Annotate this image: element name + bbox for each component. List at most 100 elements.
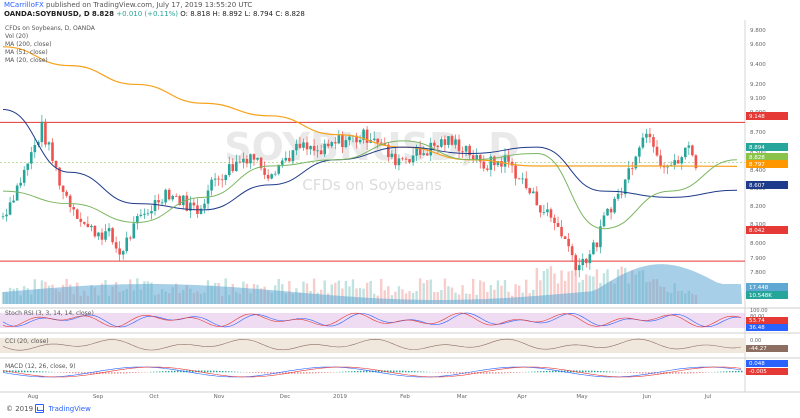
candle-body [270,174,273,179]
macd-histogram-bar [264,372,266,374]
candle-body [83,221,86,224]
macd-histogram-bar [732,371,734,373]
candle-body [266,174,270,179]
macd-histogram-bar [351,371,353,373]
candle-body [521,178,524,180]
macd-histogram-bar [24,370,26,373]
candle-body [581,258,585,266]
cci-label[interactable]: CCI (20, close) [5,338,49,345]
macd-histogram-bar [93,372,95,374]
candle-body [1,216,5,218]
volume-bar [429,279,432,304]
macd-histogram-bar [558,370,560,373]
copyright: © 2019 [6,405,34,413]
macd-histogram-bar [387,370,389,373]
candle-body [164,189,167,203]
candle-body [482,161,486,169]
volume-bar [351,279,355,304]
volume-bar [457,294,461,304]
volume-bar [514,284,517,304]
candle-body [220,179,224,181]
macd-histogram-bar [603,371,605,373]
macd-histogram-bar [453,372,455,374]
price-axis-label: 8.200 [750,204,766,210]
chart-area[interactable]: SOYBNUSD, D CFDs on Soybeans 9.800 9.600 9.4… [0,20,800,400]
macd-tag-label: 0.048 [749,361,765,367]
macd-histogram-bar [729,371,731,373]
volume-bar [489,285,493,304]
candle-body [344,140,348,148]
macd-histogram-bar [36,371,38,373]
macd-histogram-bar [633,372,635,374]
macd-histogram-bar [645,372,647,374]
macd-histogram-bar [66,372,68,373]
macd-histogram-bar [492,372,494,374]
legend-title[interactable]: CFDs on Soybeans, D, OANDA [5,25,95,32]
price-tag-label: 8.894 [749,145,765,151]
time-axis-label: 2019 [333,394,347,400]
time-axis-label: Jun [642,394,652,400]
macd-histogram-bar [228,371,230,373]
macd-tag [746,360,788,367]
candle-body [319,150,323,155]
macd-histogram-bar [33,371,35,373]
candle-body [178,196,182,206]
macd-histogram-bar [597,370,599,373]
volume-bar [440,290,443,304]
macd-histogram-bar [252,372,254,373]
macd-histogram-bar [399,370,401,373]
candle-body [273,173,277,175]
candle-body [486,168,489,170]
macd-histogram-bar [543,371,545,373]
macd-histogram-bar [57,372,59,373]
candle-body [259,157,263,169]
candle-body [461,151,464,153]
candle-body [235,161,238,172]
chart-header: MCarrilloFX published on TradingView.com… [0,0,800,20]
volume-bar [563,280,567,304]
candle-body [464,145,468,152]
macd-label[interactable]: MACD (12, 26, close, 9) [5,363,76,370]
price-axis-label: 9.200 [750,82,766,88]
candle-body [309,145,312,150]
volume-bar [549,266,553,304]
volume-bar [503,279,507,304]
tradingview-brand[interactable]: TradingView [48,405,91,413]
macd-histogram-bar [552,370,554,373]
volume-bar [344,280,348,304]
time-axis-label: Nov [214,394,225,400]
legend-ma20[interactable]: MA (20, close) [5,57,48,64]
volume-bar [415,291,418,304]
legend-ma51[interactable]: MA (51, close) [5,49,48,56]
legend-vol[interactable]: Vol (20) [5,33,29,40]
macd-histogram-bar [3,370,5,373]
candle-body [291,150,295,162]
candle-body [160,202,164,204]
macd-histogram-bar [480,372,482,374]
volume-bar [553,273,556,304]
macd-histogram-bar [441,372,443,373]
stoch-rsi-label[interactable]: Stoch RSI (3, 3, 14, 14, close) [5,310,94,317]
candle-body [19,182,22,186]
stoch-axis-label: 100.00 [750,308,768,314]
macd-histogram-bar [249,372,251,373]
macd-histogram-bar [408,370,410,373]
cci-tag-label: -44.27 [749,346,767,352]
macd-histogram-bar [138,372,140,373]
candle-body [609,208,613,213]
macd-histogram-bar [447,372,449,374]
last-price: 8.828 [91,10,115,18]
macd-histogram-bar [168,370,170,373]
macd-histogram-bar [78,372,80,374]
candle-body [362,129,365,140]
candle-body [592,242,595,255]
author-link[interactable]: MCarrilloFX [4,1,44,9]
candle-body [298,143,302,148]
macd-histogram-bar [669,372,671,374]
candle-body [613,198,616,213]
watermark-name: CFDs on Soybeans [302,176,442,194]
macd-histogram-bar [267,372,269,374]
legend-ma200[interactable]: MA (200, close) [5,41,52,48]
macd-histogram-bar [393,370,395,373]
